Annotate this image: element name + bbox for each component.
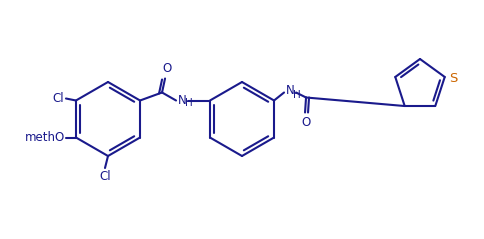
Text: methO: methO [25,131,65,144]
Text: O: O [162,63,171,76]
Text: Cl: Cl [52,92,64,105]
Text: N: N [178,94,186,107]
Text: O: O [301,115,310,129]
Text: H: H [185,98,193,109]
Text: S: S [448,72,456,86]
Text: Cl: Cl [99,170,110,183]
Text: N: N [286,84,294,97]
Text: H: H [292,89,300,99]
